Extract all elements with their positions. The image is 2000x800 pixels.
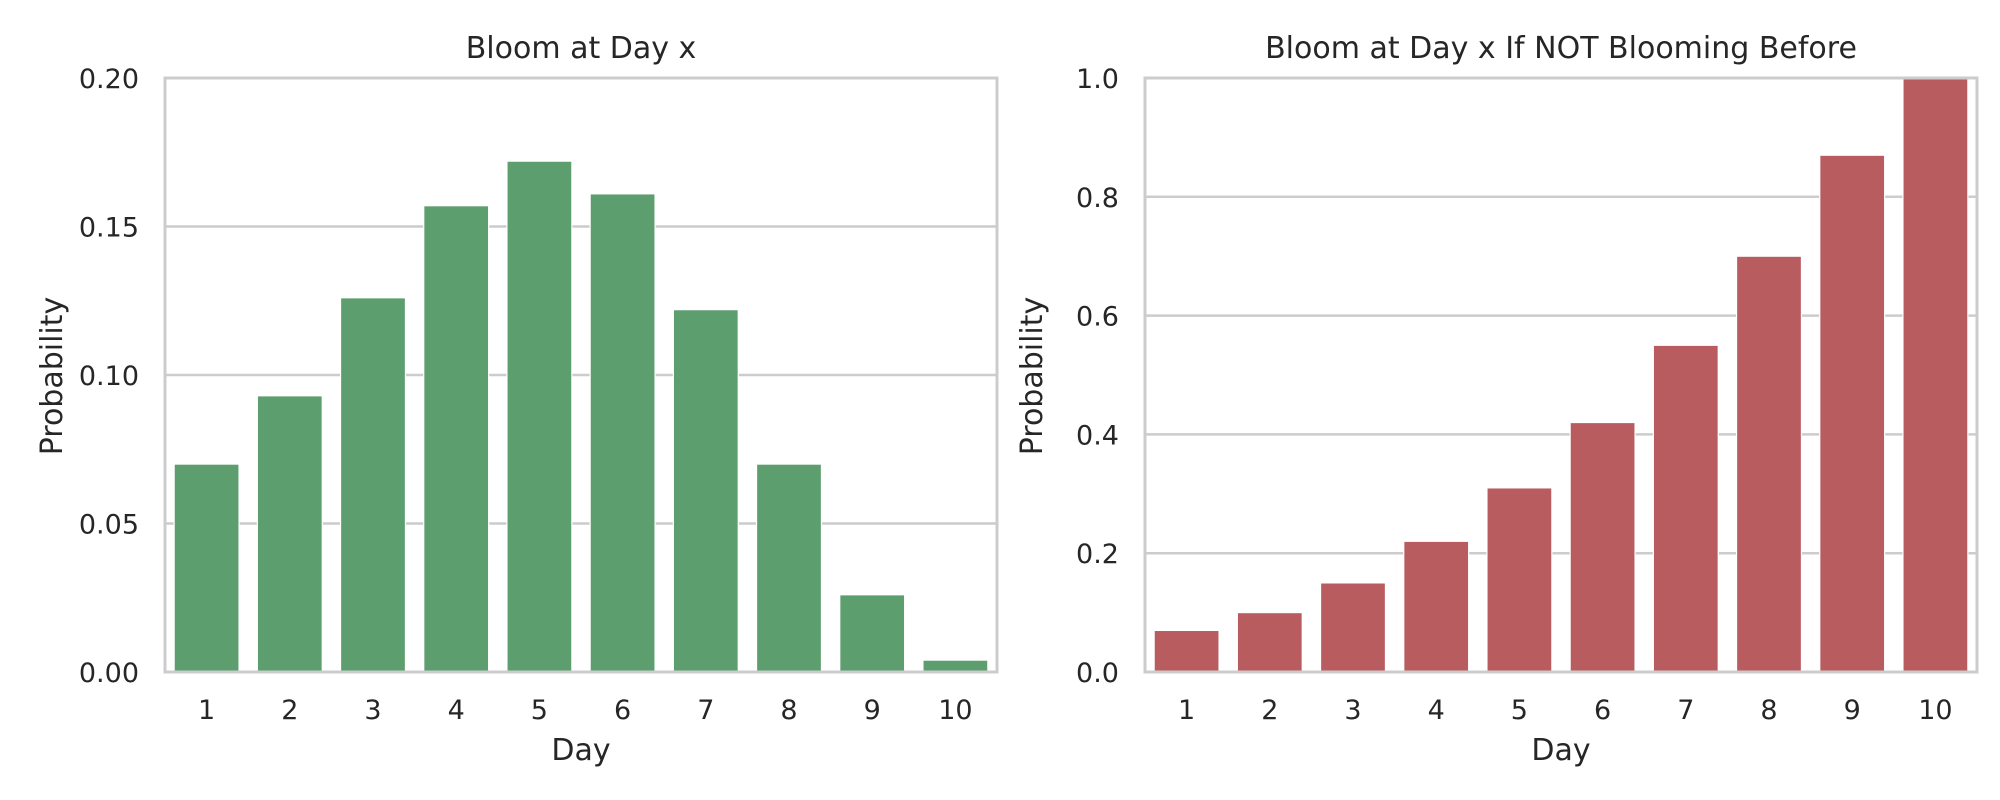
x-tick-label: 6	[614, 695, 631, 726]
bar	[506, 160, 573, 673]
bar	[173, 463, 240, 673]
plot-frame	[1143, 76, 1979, 674]
bar	[256, 395, 323, 673]
y-tick-label: 1.0	[1076, 64, 1119, 95]
bar	[922, 659, 989, 673]
bar	[1735, 255, 1803, 673]
x-tick-label: 9	[1844, 695, 1861, 726]
x-axis-label: Day	[551, 733, 610, 768]
bar	[1236, 611, 1303, 673]
x-tick-label: 6	[1594, 695, 1611, 726]
y-tick-label: 0.8	[1076, 183, 1119, 214]
y-tick-label: 0.6	[1076, 302, 1119, 333]
y-tick-label: 0.20	[79, 64, 139, 95]
y-tick-label: 0.2	[1076, 539, 1119, 570]
y-tick-label: 0.0	[1076, 658, 1119, 689]
x-tick-label: 4	[448, 695, 465, 726]
bar	[839, 594, 906, 673]
x-tick-label: 5	[1511, 695, 1528, 726]
bar	[1486, 487, 1553, 673]
x-tick-label: 7	[697, 695, 714, 726]
x-tick-label: 1	[198, 695, 215, 726]
x-tick-label: 9	[864, 695, 881, 726]
chart-panel-bloom-at-day: Bloom at Day x Day Probability 0.00 0.05 0…	[35, 31, 999, 768]
x-tick-label: 4	[1428, 695, 1445, 726]
x-tick-label: 3	[1344, 695, 1361, 726]
x-tick-label: 7	[1677, 695, 1694, 726]
bar	[1902, 77, 1969, 673]
x-tick-label: 5	[531, 695, 548, 726]
y-tick-label: 0.4	[1076, 420, 1119, 451]
bar	[755, 463, 823, 673]
y-tick-label: 0.05	[79, 510, 139, 541]
plot-frame	[163, 76, 999, 674]
bar	[1652, 344, 1719, 673]
chart-panel-bloom-if-not-before: Bloom at Day x If NOT Blooming Before Da…	[1015, 31, 1979, 768]
x-tick-label: 8	[1760, 695, 1777, 726]
bar	[1319, 582, 1387, 673]
bar	[339, 297, 407, 673]
bar	[589, 193, 656, 673]
x-tick-label: 10	[938, 695, 972, 726]
bar	[423, 205, 490, 673]
x-tick-label: 1	[1178, 695, 1195, 726]
x-tick-label: 3	[364, 695, 381, 726]
y-axis-label: Probability	[35, 297, 70, 456]
x-tick-label: 10	[1918, 695, 1952, 726]
chart-title: Bloom at Day x If NOT Blooming Before	[1265, 31, 1857, 66]
bar	[1403, 540, 1470, 673]
y-tick-label: 0.15	[79, 213, 139, 244]
bar	[1153, 629, 1220, 673]
x-tick-label: 2	[281, 695, 298, 726]
y-axis-label: Probability	[1015, 297, 1050, 456]
bar	[672, 309, 739, 673]
bar	[1819, 154, 1886, 673]
x-axis-label: Day	[1531, 733, 1590, 768]
chart-title: Bloom at Day x	[466, 31, 697, 66]
x-tick-label: 8	[780, 695, 797, 726]
bar	[1569, 421, 1636, 673]
x-tick-label: 2	[1261, 695, 1278, 726]
y-tick-label: 0.00	[79, 658, 139, 689]
y-tick-label: 0.10	[79, 361, 139, 392]
